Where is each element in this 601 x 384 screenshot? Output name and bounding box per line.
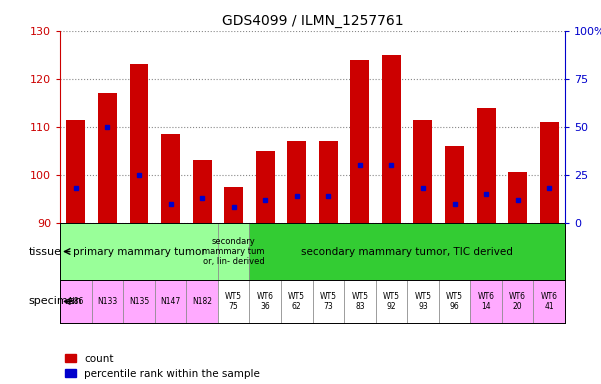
Bar xyxy=(98,93,117,223)
Bar xyxy=(218,280,249,323)
Text: WT5
83: WT5 83 xyxy=(352,292,368,311)
Bar xyxy=(123,280,155,323)
Bar xyxy=(281,280,313,323)
Bar xyxy=(256,151,275,223)
Bar xyxy=(502,280,534,323)
Text: N182: N182 xyxy=(192,297,212,306)
Text: primary mammary tumor: primary mammary tumor xyxy=(73,247,206,257)
Bar xyxy=(66,119,85,223)
Bar xyxy=(218,223,249,280)
Bar xyxy=(249,223,565,280)
Bar xyxy=(91,280,123,323)
Text: WT5
75: WT5 75 xyxy=(225,292,242,311)
Text: N147: N147 xyxy=(160,297,181,306)
Text: tissue: tissue xyxy=(29,247,61,257)
Text: WT6
20: WT6 20 xyxy=(509,292,526,311)
Text: WT6
14: WT6 14 xyxy=(478,292,495,311)
Text: WT5
92: WT5 92 xyxy=(383,292,400,311)
Bar xyxy=(155,280,186,323)
Text: N86: N86 xyxy=(68,297,84,306)
Text: WT6
36: WT6 36 xyxy=(257,292,273,311)
Bar xyxy=(287,141,306,223)
Text: specimen: specimen xyxy=(29,296,82,306)
Bar xyxy=(186,280,218,323)
Text: WT5
93: WT5 93 xyxy=(415,292,432,311)
Bar xyxy=(445,146,464,223)
Bar xyxy=(60,223,218,280)
Bar xyxy=(439,280,470,323)
Bar xyxy=(319,141,338,223)
Bar xyxy=(477,108,495,223)
Bar xyxy=(540,122,558,223)
Text: WT5
73: WT5 73 xyxy=(320,292,337,311)
Bar xyxy=(192,160,212,223)
Bar xyxy=(376,280,407,323)
Text: WT6
41: WT6 41 xyxy=(541,292,558,311)
Legend: count, percentile rank within the sample: count, percentile rank within the sample xyxy=(66,354,260,379)
Bar xyxy=(249,280,281,323)
Text: secondary mammary tumor, TIC derived: secondary mammary tumor, TIC derived xyxy=(301,247,513,257)
Bar xyxy=(508,172,527,223)
Text: N135: N135 xyxy=(129,297,149,306)
Title: GDS4099 / ILMN_1257761: GDS4099 / ILMN_1257761 xyxy=(222,14,403,28)
Bar xyxy=(413,119,432,223)
Bar xyxy=(407,280,439,323)
Bar xyxy=(350,60,369,223)
Text: N133: N133 xyxy=(97,297,118,306)
Bar xyxy=(344,280,376,323)
Text: secondary
mammary tum
or, lin- derived: secondary mammary tum or, lin- derived xyxy=(203,237,265,266)
Text: WT5
62: WT5 62 xyxy=(288,292,305,311)
Bar xyxy=(129,64,148,223)
Bar xyxy=(534,280,565,323)
Bar xyxy=(60,280,91,323)
Bar xyxy=(161,134,180,223)
Bar xyxy=(382,55,401,223)
Bar xyxy=(470,280,502,323)
Bar xyxy=(313,280,344,323)
Bar xyxy=(224,187,243,223)
Text: WT5
96: WT5 96 xyxy=(446,292,463,311)
